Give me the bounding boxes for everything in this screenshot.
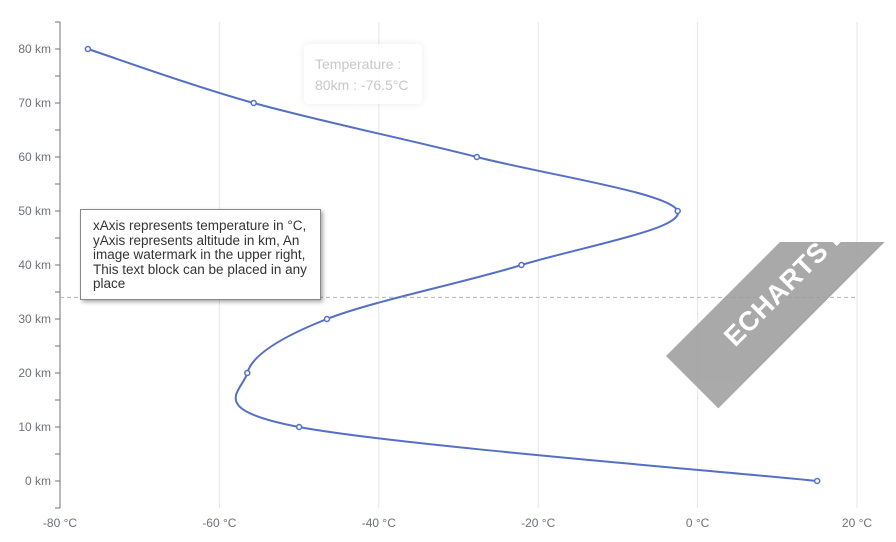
data-point[interactable] [244,369,251,377]
watermark-text: ECHARTS LINE CHART [679,242,896,391]
data-point[interactable] [295,423,303,431]
data-point[interactable] [323,315,331,323]
x-axis-labels: -80 °C -60 °C -40 °C -20 °C 0 °C 20 °C [43,516,872,530]
x-tick-label: -40 °C [362,516,396,530]
y-tick-label: 10 km [18,420,51,434]
y-tick-label: 50 km [18,204,51,218]
tooltip-value: 80km : -76.5°C [315,77,409,93]
tooltip: Temperature : 80km : -76.5°C [304,44,422,104]
y-tick-label: 80 km [18,42,51,56]
data-point[interactable] [518,261,525,269]
y-tick-label: 60 km [18,150,51,164]
x-tick-label: 20 °C [842,516,872,530]
y-tick-label: 70 km [18,96,51,110]
series-line-temperature [87,48,818,482]
annotation-text: xAxis represents temperature in °C, yAxi… [93,218,307,291]
tooltip-title: Temperature : [315,56,402,72]
y-tick-label: 20 km [18,366,51,380]
watermark-container: ECHARTS LINE CHART [596,242,896,542]
watermark-banner: ECHARTS LINE CHART [666,242,896,409]
y-axis-ticks [55,21,60,509]
y-axis-labels: 0 km 10 km 20 km 30 km 40 km 50 km 60 km 70 km 8… [18,42,51,488]
y-tick-label: 40 km [18,258,51,272]
data-point[interactable] [84,45,92,53]
data-point[interactable] [813,477,821,485]
data-point[interactable] [674,207,681,215]
series-points [84,45,821,485]
annotation-text-block[interactable]: xAxis represents temperature in °C, yAxi… [80,209,321,300]
y-tick-label: 0 km [25,474,51,488]
y-tick-label: 30 km [18,312,51,326]
x-tick-label: -80 °C [43,516,77,530]
x-tick-label: 0 °C [686,516,710,530]
data-point[interactable] [473,153,481,161]
data-point[interactable] [250,99,257,107]
x-tick-label: -60 °C [202,516,236,530]
x-tick-label: -20 °C [521,516,555,530]
